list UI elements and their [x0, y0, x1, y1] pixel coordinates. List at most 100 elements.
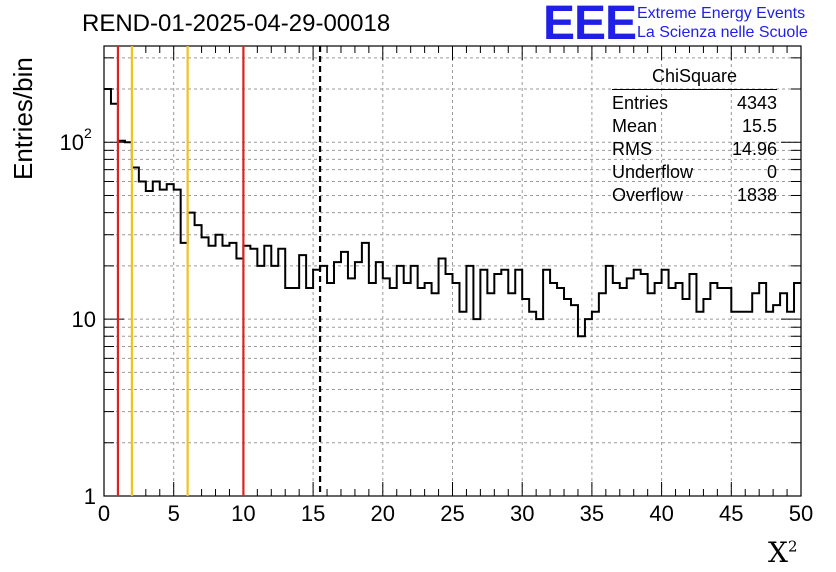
- stats-title: ChiSquare: [612, 66, 777, 90]
- histogram-bin-9: [167, 182, 174, 186]
- histogram-bin-53: [473, 317, 480, 321]
- histogram-bin-18: [229, 241, 236, 245]
- histogram-bin-41: [390, 286, 397, 290]
- x-tick-label-4: 20: [371, 501, 395, 526]
- histogram-bin-37: [362, 241, 369, 245]
- histogram-bin-71: [599, 291, 606, 295]
- histogram-bin-98: [787, 310, 794, 314]
- stats-row-overflow: Overflow 1838: [612, 184, 777, 207]
- histogram-bin-47: [432, 291, 439, 295]
- histogram-bin-82: [676, 281, 683, 285]
- histogram-bin-45: [418, 286, 425, 290]
- stats-row-entries: Entries 4343: [612, 92, 777, 115]
- x-tick-label-2: 10: [231, 501, 255, 526]
- histogram-bin-25: [278, 247, 285, 251]
- histogram-bin-84: [689, 272, 696, 276]
- stats-value: 1838: [736, 185, 777, 205]
- histogram-bin-60: [522, 297, 529, 301]
- stats-label: Underflow: [612, 162, 694, 182]
- histogram-bin-48: [439, 257, 446, 261]
- histogram-bin-73: [613, 281, 620, 285]
- stats-value: 4343: [736, 93, 777, 113]
- histogram-bin-76: [634, 268, 641, 272]
- x-tick-label-7: 35: [580, 501, 604, 526]
- stats-label: Entries: [612, 93, 669, 113]
- histogram-bin-75: [627, 276, 634, 280]
- histogram-bin-29: [306, 286, 313, 290]
- stats-label: Mean: [612, 116, 658, 136]
- histogram-bin-38: [369, 281, 376, 285]
- histogram-bin-21: [250, 247, 257, 251]
- histogram-bin-0: [104, 87, 111, 91]
- histogram-bin-68: [578, 334, 585, 338]
- histogram-bin-72: [606, 264, 613, 268]
- histogram-bin-8: [160, 188, 167, 192]
- histogram-bin-44: [411, 264, 418, 268]
- histogram-bin-54: [480, 268, 487, 272]
- histogram-bin-14: [202, 235, 209, 239]
- histogram-bin-93: [752, 291, 759, 295]
- histogram-bin-52: [466, 264, 473, 268]
- histogram-bin-35: [348, 276, 355, 280]
- histogram-bin-81: [669, 286, 676, 290]
- y-tick-label-0: 1: [84, 484, 96, 509]
- x-tick-label-0: 0: [98, 501, 110, 526]
- histogram-bin-79: [655, 281, 662, 285]
- histogram-bin-99: [794, 281, 801, 285]
- histogram-step-line: [104, 87, 801, 338]
- eee-logo-line2: La Scienza nelle Scuole: [637, 24, 808, 41]
- histogram-bin-83: [683, 297, 690, 301]
- stats-rows: Entries 4343 Mean 15.5 RMS 14.96 Underflow 0 Ove…: [612, 92, 777, 207]
- x-axis-label: X2: [768, 536, 797, 569]
- histogram-bin-49: [446, 272, 453, 276]
- histogram-bin-40: [383, 276, 390, 280]
- stats-row-underflow: Underflow 0: [612, 161, 777, 184]
- x-tick-label-1: 5: [168, 501, 180, 526]
- histogram-bin-67: [571, 303, 578, 307]
- histogram-bin-16: [216, 233, 223, 237]
- histogram-bin-34: [341, 250, 348, 254]
- histogram-bin-17: [222, 244, 229, 248]
- x-tick-label-8: 40: [649, 501, 673, 526]
- histogram-bin-6: [146, 189, 153, 193]
- stats-value: 0: [766, 162, 777, 182]
- histogram-bin-28: [299, 253, 306, 257]
- histogram-bin-62: [536, 317, 543, 321]
- histogram-bin-69: [585, 317, 592, 321]
- x-axis-label-superscript: 2: [787, 537, 798, 556]
- histogram-bin-32: [327, 281, 334, 285]
- histogram-bin-91: [738, 310, 745, 314]
- histogram-bin-5: [139, 179, 146, 183]
- stats-label: Overflow: [612, 185, 684, 205]
- histogram-bin-70: [592, 310, 599, 314]
- histogram-bin-86: [703, 297, 710, 301]
- histogram-bin-10: [174, 188, 181, 192]
- histogram-bin-65: [557, 286, 564, 290]
- chart-title: REND-01-2025-04-29-00018: [82, 10, 391, 37]
- histogram-bin-61: [529, 310, 536, 314]
- x-tick-label-3: 15: [301, 501, 325, 526]
- histogram-bin-56: [494, 272, 501, 276]
- histogram-bin-66: [564, 297, 571, 301]
- histogram-bin-59: [515, 268, 522, 272]
- stats-label: RMS: [612, 139, 652, 159]
- y-tick-label-2: 10: [60, 130, 84, 155]
- histogram-bin-96: [773, 303, 780, 307]
- stats-value: 15.5: [741, 116, 777, 136]
- histogram-bin-33: [334, 260, 341, 264]
- histogram-bin-88: [717, 286, 724, 290]
- histogram-bin-51: [459, 310, 466, 314]
- histogram-bin-24: [271, 264, 278, 268]
- stats-box: ChiSquare Entries 4343 Mean 15.5 RMS 14.96 Und…: [612, 66, 777, 207]
- x-tick-label-5: 25: [440, 501, 464, 526]
- histogram-bin-50: [453, 281, 460, 285]
- histogram-bin-77: [641, 272, 648, 276]
- histogram-bin-78: [648, 291, 655, 295]
- eee-logo-line1: Extreme Energy Events: [637, 5, 806, 22]
- eee-logo-mark: EEE: [543, 0, 637, 50]
- histogram-bin-43: [404, 281, 411, 285]
- histogram-bin-57: [501, 268, 508, 272]
- histogram-bin-74: [620, 286, 627, 290]
